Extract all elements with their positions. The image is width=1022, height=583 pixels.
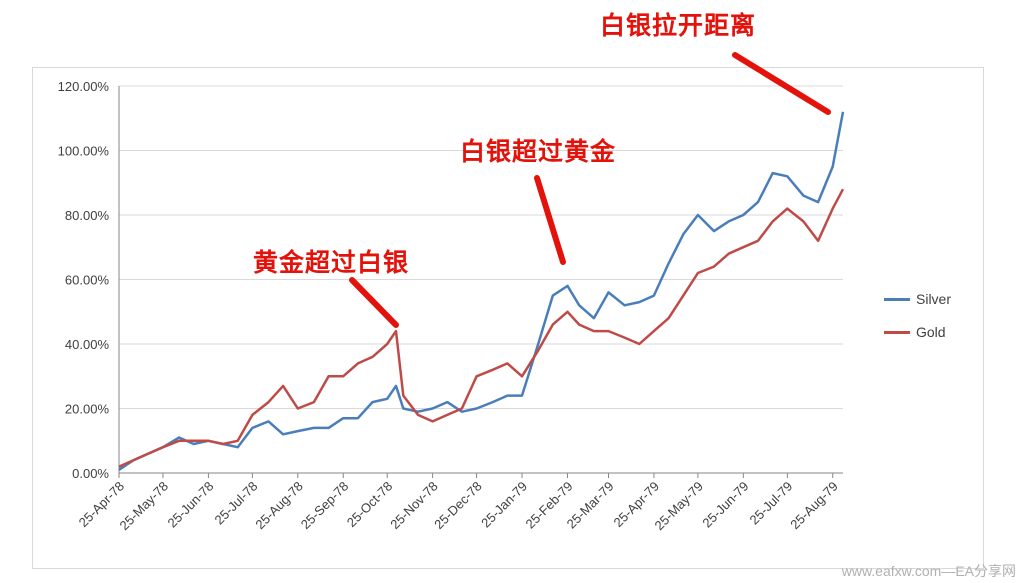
series-line-gold — [118, 188, 845, 468]
legend-label-silver: Silver — [916, 291, 952, 307]
annotation-silver-widens: 白银拉开距离 — [600, 11, 757, 40]
x-tick-label: 25-Aug-78 — [252, 479, 306, 533]
series-line-silver — [118, 111, 845, 471]
watermark: www.eafxw.com—EA分享网 — [841, 563, 1016, 579]
annotation-gold-over-silver: 黄金超过白银 — [253, 248, 410, 277]
y-tick-label: 80.00% — [65, 208, 110, 223]
x-tick-label: 25-Dec-78 — [431, 479, 485, 533]
y-tick-label: 100.00% — [58, 144, 110, 159]
y-tick-label: 40.00% — [65, 337, 110, 352]
line-chart: 0.00% 20.00% 40.00% 60.00% 80.00% 100.00% 120.… — [58, 79, 845, 534]
y-tick-label: 60.00% — [65, 273, 110, 288]
x-tick-label: 25-Jan-79 — [478, 479, 530, 531]
x-tick-label: 25-Aug-79 — [787, 479, 841, 533]
annotation-silver-over-gold: 白银超过黄金 — [460, 137, 617, 166]
y-tick-label: 20.00% — [65, 402, 110, 417]
chart-area: 0.00% 20.00% 40.00% 60.00% 80.00% 100.00% 120.… — [32, 67, 984, 569]
x-tick-label: 25-Sep-78 — [298, 479, 352, 533]
legend-swatch-silver — [884, 298, 910, 301]
legend-swatch-gold — [884, 331, 910, 334]
x-tick-label: 25-Jun-78 — [165, 479, 217, 531]
legend-label-gold: Gold — [916, 324, 946, 340]
x-tick-label: 25-May-79 — [651, 479, 706, 534]
x-tick-label: 25-May-78 — [117, 479, 172, 534]
y-tick-label: 120.00% — [58, 79, 110, 94]
y-tick-label: 0.00% — [72, 466, 109, 481]
x-tick-label: 25-Jun-79 — [699, 479, 751, 531]
